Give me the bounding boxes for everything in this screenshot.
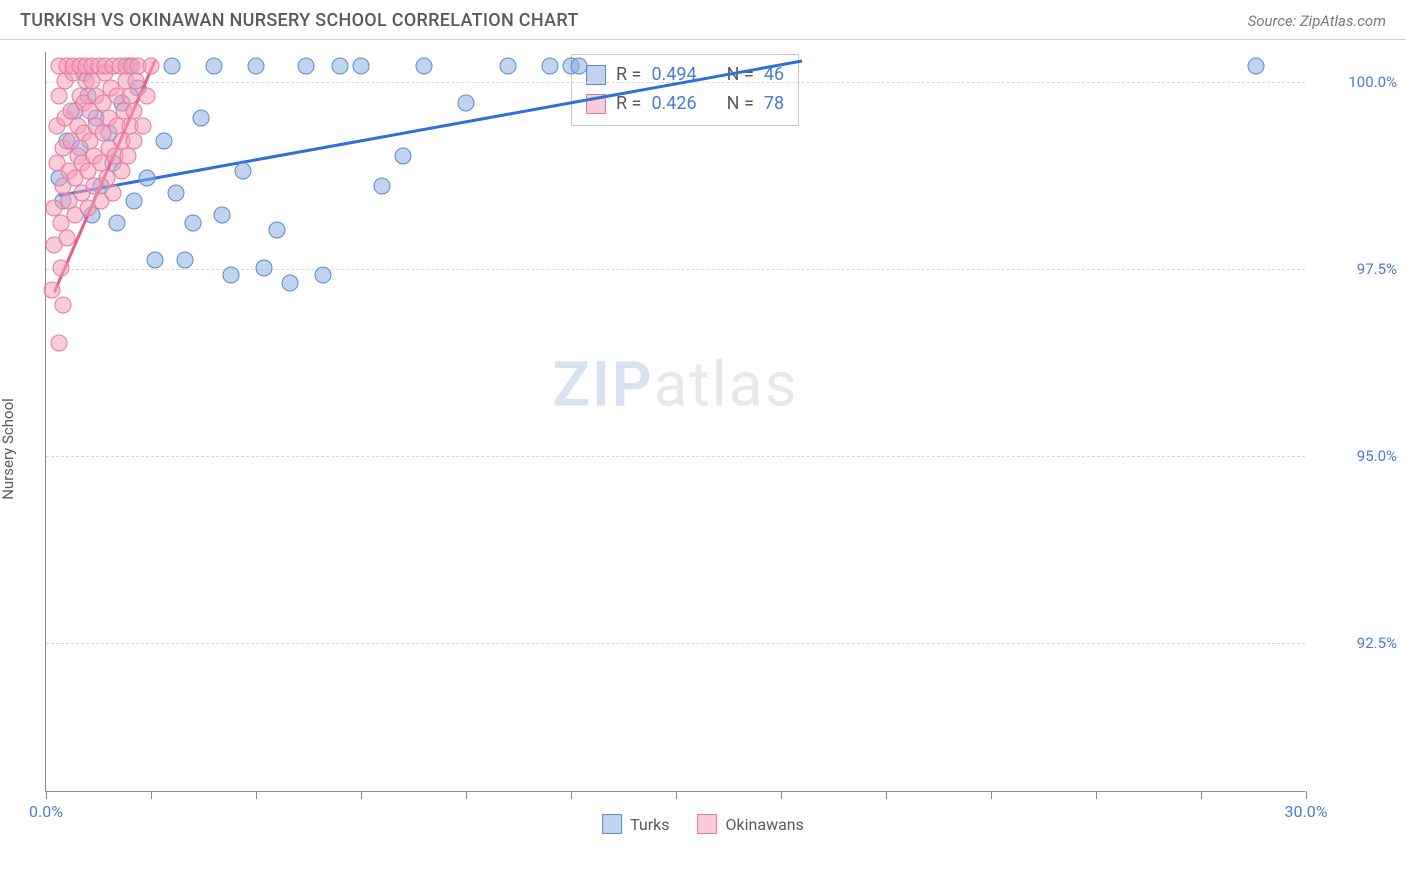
- y-tick-label: 97.5%: [1312, 260, 1397, 278]
- chart-title: TURKISH VS OKINAWAN NURSERY SCHOOL CORRE…: [20, 10, 579, 31]
- legend: Turks Okinawans: [602, 814, 804, 834]
- data-point: [105, 185, 122, 202]
- x-tick: [46, 791, 47, 799]
- scatter-plot: ZIPatlas R =0.494N =46R =0.426N =78 92.5…: [45, 52, 1305, 792]
- n-label: N =: [727, 61, 754, 90]
- y-tick-label: 100.0%: [1312, 73, 1397, 91]
- data-point: [126, 132, 143, 149]
- r-value: 0.426: [651, 90, 696, 119]
- chart-area: Nursery School ZIPatlas R =0.494N =46R =…: [0, 40, 1406, 840]
- data-point: [134, 117, 151, 134]
- data-point: [395, 147, 412, 164]
- stats-row: R =0.494N =46: [586, 61, 784, 90]
- data-point: [248, 57, 265, 74]
- x-tick: [676, 791, 677, 799]
- data-point: [315, 267, 332, 284]
- data-point: [206, 57, 223, 74]
- y-tick-label: 95.0%: [1312, 447, 1397, 465]
- data-point: [500, 57, 517, 74]
- n-label: N =: [727, 90, 754, 119]
- watermark-zip: ZIP: [553, 348, 654, 421]
- data-point: [138, 170, 155, 187]
- gridline-h: [46, 456, 1305, 457]
- data-point: [126, 192, 143, 209]
- x-tick: [1306, 791, 1307, 799]
- x-tick: [466, 791, 467, 799]
- data-point: [164, 57, 181, 74]
- data-point: [281, 274, 298, 291]
- data-point: [298, 57, 315, 74]
- watermark: ZIPatlas: [553, 348, 799, 421]
- legend-swatch: [698, 814, 718, 834]
- legend-swatch: [602, 814, 622, 834]
- data-point: [374, 177, 391, 194]
- data-point: [542, 57, 559, 74]
- data-point: [109, 214, 126, 231]
- x-tick: [361, 791, 362, 799]
- trend-line: [58, 59, 802, 196]
- data-point: [416, 57, 433, 74]
- data-point: [138, 87, 155, 104]
- data-point: [269, 222, 286, 239]
- data-point: [113, 162, 130, 179]
- x-tick-label: 0.0%: [29, 802, 63, 821]
- legend-item: Turks: [602, 814, 669, 834]
- x-tick: [1096, 791, 1097, 799]
- y-tick-label: 92.5%: [1312, 634, 1397, 652]
- x-tick: [256, 791, 257, 799]
- x-tick: [991, 791, 992, 799]
- data-point: [222, 267, 239, 284]
- data-point: [235, 162, 252, 179]
- data-point: [155, 132, 172, 149]
- data-point: [54, 297, 71, 314]
- data-point: [185, 214, 202, 231]
- data-point: [256, 259, 273, 276]
- data-point: [119, 147, 136, 164]
- x-tick: [151, 791, 152, 799]
- data-point: [52, 259, 69, 276]
- y-axis-label: Nursery School: [0, 398, 17, 500]
- data-point: [143, 57, 160, 74]
- r-label: R =: [616, 61, 641, 90]
- legend-label: Okinawans: [726, 815, 804, 834]
- data-point: [458, 95, 475, 112]
- source-attribution: Source: ZipAtlas.com: [1248, 12, 1386, 30]
- data-point: [176, 252, 193, 269]
- data-point: [147, 252, 164, 269]
- data-point: [50, 87, 67, 104]
- x-tick: [571, 791, 572, 799]
- data-point: [50, 334, 67, 351]
- legend-label: Turks: [630, 815, 669, 834]
- x-tick-label: 30.0%: [1285, 802, 1328, 821]
- data-point: [193, 110, 210, 127]
- x-tick: [1201, 791, 1202, 799]
- watermark-atlas: atlas: [654, 348, 799, 421]
- data-point: [353, 57, 370, 74]
- legend-item: Okinawans: [698, 814, 804, 834]
- data-point: [332, 57, 349, 74]
- stats-box: R =0.494N =46R = 0.426 N = 78: [571, 54, 799, 126]
- x-tick: [886, 791, 887, 799]
- data-point: [1247, 57, 1264, 74]
- data-point: [44, 282, 61, 299]
- gridline-h: [46, 643, 1305, 644]
- data-point: [214, 207, 231, 224]
- data-point: [571, 57, 588, 74]
- data-point: [59, 229, 76, 246]
- header: TURKISH VS OKINAWAN NURSERY SCHOOL CORRE…: [0, 0, 1406, 40]
- data-point: [128, 72, 145, 89]
- x-tick: [781, 791, 782, 799]
- data-point: [168, 185, 185, 202]
- n-value: 78: [764, 90, 784, 119]
